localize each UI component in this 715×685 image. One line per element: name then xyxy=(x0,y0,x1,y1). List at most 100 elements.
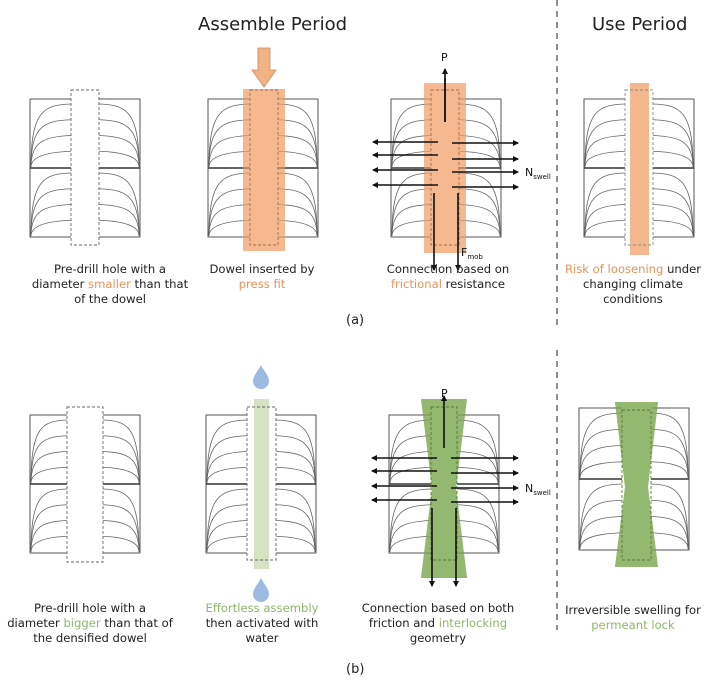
growth-ring xyxy=(98,172,140,237)
caption-text: diameter xyxy=(31,277,89,291)
growth-ring xyxy=(456,535,499,553)
highlighted-text: Risk of loosening xyxy=(564,262,664,276)
dowel-a2-overlay xyxy=(243,89,285,251)
growth-ring xyxy=(30,466,68,484)
caption-text: resistance xyxy=(441,277,506,291)
growth-ring xyxy=(277,188,318,237)
growth-ring xyxy=(652,219,694,237)
caption-b-interlocking: Connection based on both friction and int… xyxy=(348,601,528,646)
hole-outline-b4 xyxy=(621,409,652,561)
caption-text: then activated with xyxy=(205,616,319,630)
growth-ring xyxy=(579,461,623,479)
growth-ring xyxy=(275,535,316,553)
press-force-arrow-icon xyxy=(251,47,277,88)
growth-ring xyxy=(389,435,432,484)
growth-ring xyxy=(277,172,318,237)
highlighted-text: bigger xyxy=(63,616,101,630)
growth-ring xyxy=(30,219,72,237)
growth-ring xyxy=(650,412,689,479)
growth-ring xyxy=(579,499,623,550)
growth-ring xyxy=(584,103,626,168)
growth-ring xyxy=(208,172,251,237)
caption-a-frictional: Connection based on frictional resistance xyxy=(358,262,538,292)
growth-ring xyxy=(458,135,501,168)
wood-block-b2 xyxy=(205,414,317,554)
dowel-outline-a2 xyxy=(249,89,279,246)
caption-text: friction and xyxy=(368,616,439,630)
symbol-fmob-a: Fmob xyxy=(461,246,483,262)
caption-text: than that xyxy=(130,277,189,291)
dowel-outline-a3 xyxy=(430,89,460,246)
growth-ring xyxy=(98,119,140,168)
dowel-b2-overlay xyxy=(254,399,269,569)
growth-ring xyxy=(391,188,432,237)
growth-ring xyxy=(652,204,694,237)
growth-ring xyxy=(30,172,72,237)
caption-text: conditions xyxy=(603,292,663,306)
caption-a-risk: Risk of loosening under changing climate c… xyxy=(558,262,708,307)
growth-ring xyxy=(458,103,501,168)
symbol-p-b: P xyxy=(441,387,448,400)
growth-ring xyxy=(30,119,72,168)
growth-ring xyxy=(30,435,68,484)
wood-block-a1 xyxy=(29,98,141,238)
growth-ring xyxy=(650,516,689,550)
growth-ring xyxy=(650,428,689,479)
growth-ring xyxy=(30,135,72,168)
caption-text: diameter xyxy=(7,616,64,630)
growth-ring xyxy=(206,535,248,553)
growth-ring xyxy=(206,504,248,553)
growth-ring xyxy=(389,535,432,553)
caption-b-predrill: Pre-drill hole with a diameter bigger tha… xyxy=(5,601,175,646)
growth-ring xyxy=(579,483,623,550)
growth-ring xyxy=(102,520,140,553)
growth-ring xyxy=(650,499,689,550)
growth-ring xyxy=(102,435,140,484)
growth-ring xyxy=(30,535,68,553)
growth-ring xyxy=(652,103,694,168)
caption-text: the densified dowel xyxy=(33,631,147,645)
growth-ring xyxy=(208,103,251,168)
growth-ring xyxy=(30,204,72,237)
growth-ring xyxy=(206,520,248,553)
caption-a-predrill: Pre-drill hole with a diameter smaller th… xyxy=(20,262,200,307)
growth-ring xyxy=(98,219,140,237)
growth-ring xyxy=(102,488,140,553)
symbol-nswell-a: Nswell xyxy=(525,166,551,182)
growth-ring xyxy=(579,532,623,550)
caption-text: Pre-drill hole with a xyxy=(54,262,166,276)
growth-ring xyxy=(30,419,68,484)
caption-text: Connection based on xyxy=(386,262,510,276)
growth-ring xyxy=(650,532,689,550)
wood-block-b4 xyxy=(578,407,690,551)
growth-ring xyxy=(456,435,499,484)
growth-ring xyxy=(275,419,316,484)
growth-ring xyxy=(102,419,140,484)
growth-ring xyxy=(30,103,72,168)
growth-ring xyxy=(584,135,626,168)
growth-ring xyxy=(98,103,140,168)
growth-ring xyxy=(458,188,501,237)
panel-b-label: (b) xyxy=(346,662,365,677)
growth-ring xyxy=(584,188,626,237)
growth-ring xyxy=(208,188,251,237)
growth-ring xyxy=(458,172,501,237)
growth-ring xyxy=(206,435,248,484)
growth-ring xyxy=(206,419,248,484)
dowel-a4-overlay xyxy=(630,83,649,255)
growth-ring xyxy=(456,488,499,553)
growth-ring xyxy=(584,172,626,237)
growth-ring xyxy=(208,135,251,168)
growth-ring xyxy=(652,172,694,237)
growth-ring xyxy=(30,150,72,168)
growth-ring xyxy=(584,150,626,168)
growth-ring xyxy=(456,504,499,553)
symbol-nswell-b: Nswell xyxy=(525,482,551,498)
hole-outline-a4 xyxy=(624,89,654,246)
growth-ring xyxy=(458,204,501,237)
growth-ring xyxy=(30,488,68,553)
highlighted-text: press fit xyxy=(238,277,286,291)
caption-b-permanent: Irreversible swelling for permeant lock xyxy=(558,603,708,633)
growth-ring xyxy=(102,504,140,553)
